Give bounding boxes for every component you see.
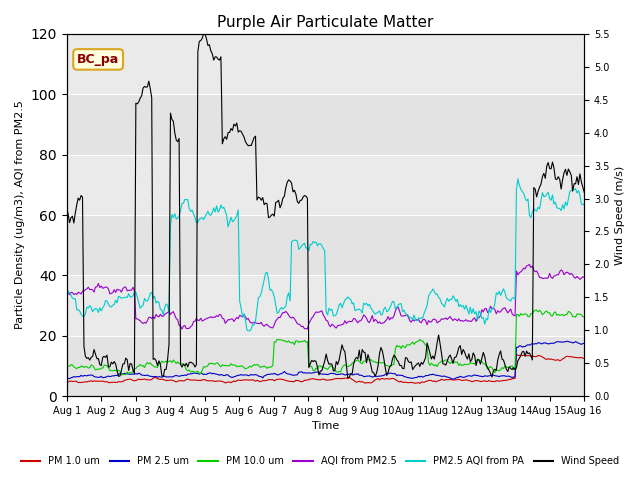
Y-axis label: Wind Speed (m/s): Wind Speed (m/s) [615,166,625,264]
Text: BC_pa: BC_pa [77,53,119,66]
Bar [67,215,584,276]
Bar [67,276,584,336]
Bar [67,34,584,94]
Bar [67,94,584,155]
Y-axis label: Particle Density (ug/m3), AQI from PM2.5: Particle Density (ug/m3), AQI from PM2.5 [15,101,25,329]
X-axis label: Time: Time [312,421,339,432]
Title: Purple Air Particulate Matter: Purple Air Particulate Matter [217,15,434,30]
Legend: PM 1.0 um, PM 2.5 um, PM 10.0 um, AQI from PM2.5, PM2.5 AQI from PA, Wind Speed: PM 1.0 um, PM 2.5 um, PM 10.0 um, AQI fr… [17,453,623,470]
Bar [67,155,584,215]
Bar [67,336,584,396]
